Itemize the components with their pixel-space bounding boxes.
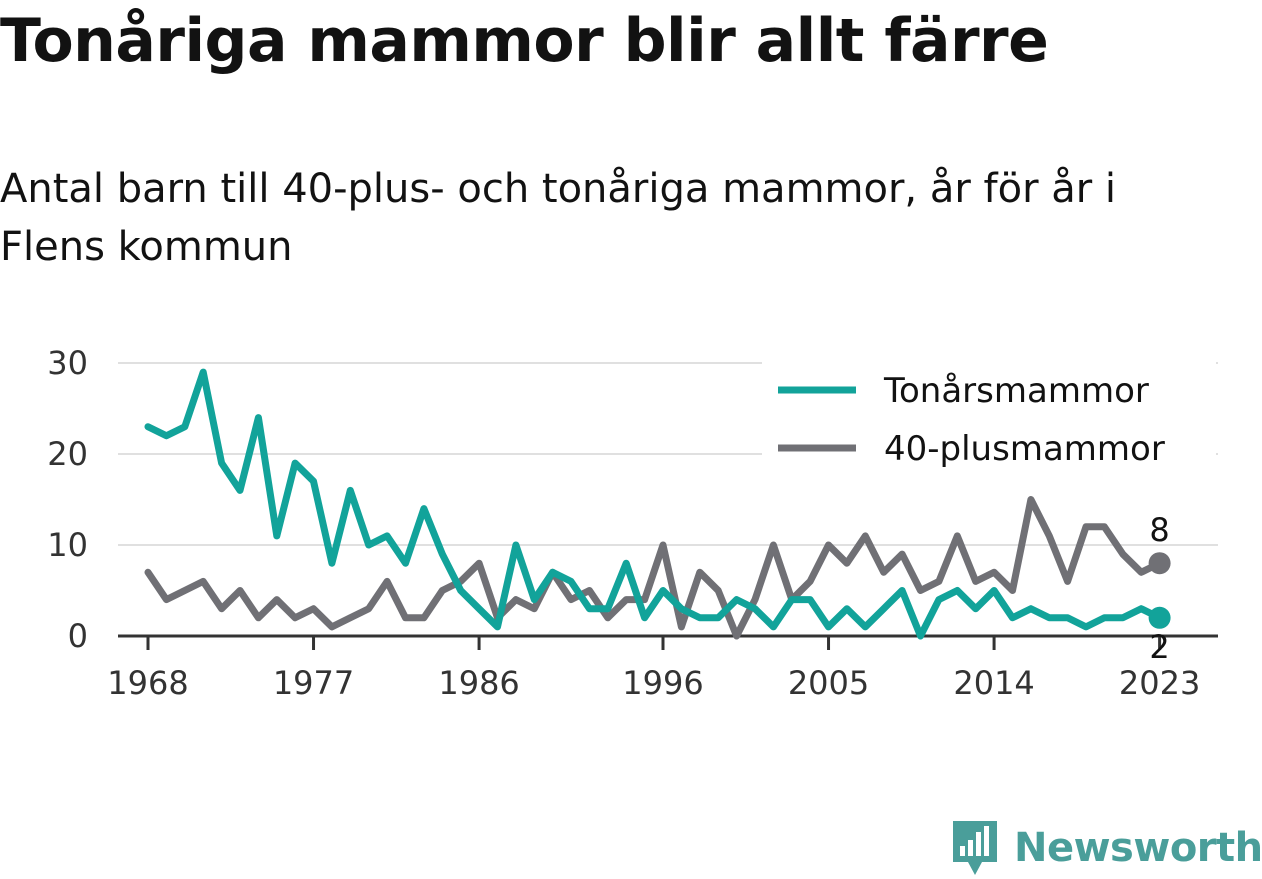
y-tick-label: 10 xyxy=(47,526,88,564)
series-line xyxy=(144,368,1164,640)
chart-subtitle: Antal barn till 40-plus- och tonåriga ma… xyxy=(0,166,1117,270)
x-tick-label: 1996 xyxy=(622,664,703,702)
bar-chart-bubble-icon xyxy=(953,821,997,875)
y-tick-label: 20 xyxy=(47,435,88,473)
y-axis-tick-labels: 0 10 20 30 xyxy=(47,344,88,655)
y-tick-label: 30 xyxy=(47,344,88,382)
legend-background xyxy=(762,360,1216,482)
chart-legend: Tonårsmammor 40-plusmammor xyxy=(762,360,1216,482)
x-tick-label: 1986 xyxy=(438,664,519,702)
series-line xyxy=(144,496,1164,640)
chart-title: Tonåriga mammor blir allt färre xyxy=(0,6,1049,76)
x-axis-ticks: 1968 1977 1986 1996 2005 2014 2023 xyxy=(107,636,1200,702)
end-value-label: 2 xyxy=(1149,628,1169,666)
y-tick-label: 0 xyxy=(68,617,88,655)
end-point-marker xyxy=(1148,606,1171,629)
x-tick-label: 2005 xyxy=(788,664,869,702)
end-value-label: 8 xyxy=(1149,511,1169,549)
x-tick-label: 2023 xyxy=(1119,664,1200,702)
legend-label: 40-plusmammor xyxy=(884,429,1165,469)
x-tick-label: 2014 xyxy=(953,664,1034,702)
series-lines xyxy=(144,368,1164,640)
legend-label: Tonårsmammor xyxy=(883,371,1149,411)
end-markers: 82 xyxy=(1148,511,1171,666)
x-tick-label: 1968 xyxy=(107,664,188,702)
newsworthy-logo: Newsworthy xyxy=(950,818,1262,878)
brand-name: Newsworthy xyxy=(1014,825,1262,871)
end-point-marker xyxy=(1148,552,1171,575)
x-tick-label: 1977 xyxy=(273,664,354,702)
